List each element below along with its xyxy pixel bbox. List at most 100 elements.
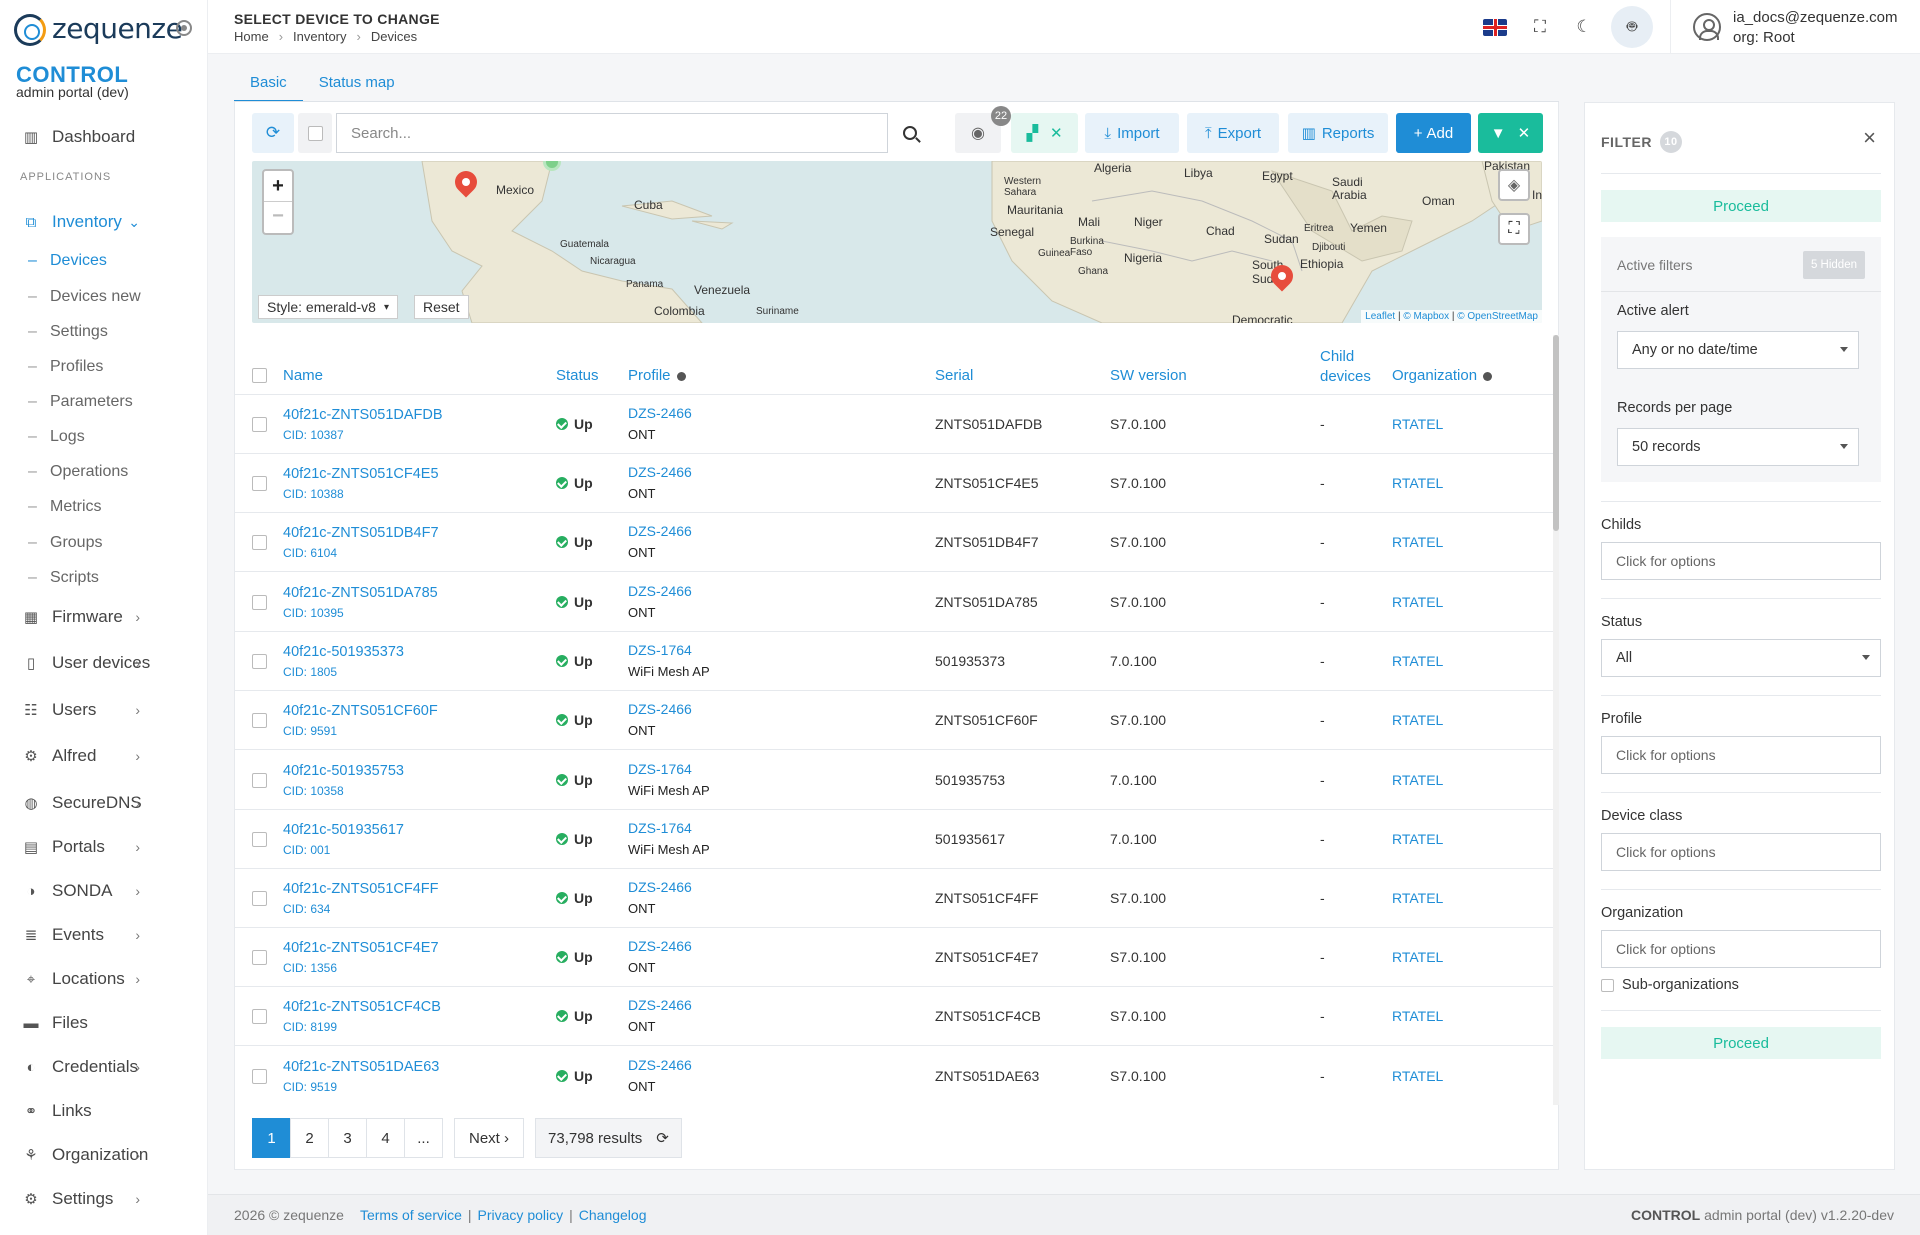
sidebar-item-user-devices[interactable]: ▯ User devices › xyxy=(0,648,208,678)
page-1-button[interactable]: 1 xyxy=(252,1118,291,1158)
device-name-link[interactable]: 40f21c-ZNTS051DAE63 xyxy=(283,1059,440,1075)
column-header-child-devices[interactable]: Child devices xyxy=(1320,348,1371,385)
sub-organizations-option[interactable]: Sub-organizations xyxy=(1601,977,1739,993)
changelog-link[interactable]: Changelog xyxy=(578,1207,647,1223)
dark-mode-moon-icon[interactable]: ☾ xyxy=(1576,17,1592,36)
profile-input[interactable]: Click for options xyxy=(1601,736,1881,774)
next-page-button[interactable]: Next › xyxy=(454,1118,525,1158)
row-checkbox[interactable] xyxy=(252,595,267,610)
organization-link[interactable]: RTATEL xyxy=(1392,653,1444,669)
import-button[interactable]: ⤓ Import xyxy=(1085,113,1179,153)
device-name-link[interactable]: 40f21c-501935373 xyxy=(283,644,404,660)
proceed-button-top[interactable]: Proceed xyxy=(1601,190,1881,222)
sidebar-item-dashboard[interactable]: ▥ Dashboard xyxy=(23,127,136,146)
profile-link[interactable]: DZS-1764 xyxy=(628,761,692,777)
sidebar-subitem-settings[interactable]: – Settings xyxy=(28,323,108,340)
reports-button[interactable]: ▥ Reports xyxy=(1288,113,1388,153)
device-cid[interactable]: CID: 001 xyxy=(283,843,331,857)
profile-link[interactable]: DZS-1764 xyxy=(628,642,692,658)
close-filter-icon[interactable]: × xyxy=(1863,125,1876,150)
device-name-link[interactable]: 40f21c-ZNTS051CF60F xyxy=(283,703,438,719)
device-cid[interactable]: CID: 9591 xyxy=(283,724,338,738)
device-cid[interactable]: CID: 8199 xyxy=(283,1020,338,1034)
profile-link[interactable]: DZS-2466 xyxy=(628,464,692,480)
sidebar-subitem-scripts[interactable]: – Scripts xyxy=(28,569,99,586)
refresh-count-icon[interactable]: ⟳ xyxy=(656,1130,669,1147)
profile-link[interactable]: DZS-2466 xyxy=(628,523,692,539)
column-header-organization[interactable]: Organization xyxy=(1392,367,1493,384)
column-header-name[interactable]: Name xyxy=(283,367,324,384)
filter-toggle-button[interactable]: ▼ ✕ xyxy=(1478,113,1543,153)
proceed-button-bottom[interactable]: Proceed xyxy=(1601,1027,1881,1059)
zoom-out-button[interactable]: − xyxy=(264,201,292,231)
row-checkbox[interactable] xyxy=(252,535,267,550)
map-fullscreen-icon[interactable]: ⛶ xyxy=(1498,213,1530,245)
organization-link[interactable]: RTATEL xyxy=(1392,712,1444,728)
row-checkbox[interactable] xyxy=(252,773,267,788)
sidebar-subitem-devices-new[interactable]: – Devices new xyxy=(28,288,141,305)
breadcrumb-home[interactable]: Home xyxy=(234,29,269,44)
active-alert-select[interactable]: Any or no date/time xyxy=(1617,331,1859,369)
table-row[interactable]: 40f21c-ZNTS051DAE63 CID: 9519 Up DZS-2466 ON… xyxy=(235,1047,1553,1105)
device-name-link[interactable]: 40f21c-ZNTS051CF4CB xyxy=(283,999,441,1015)
refresh-button[interactable]: ⟳ xyxy=(252,113,294,153)
page-2-button[interactable]: 2 xyxy=(290,1118,329,1158)
row-checkbox[interactable] xyxy=(252,417,267,432)
profile-link[interactable]: DZS-2466 xyxy=(628,1057,692,1073)
organization-link[interactable]: RTATEL xyxy=(1392,772,1444,788)
organization-link[interactable]: RTATEL xyxy=(1392,416,1444,432)
leaflet-link[interactable]: Leaflet xyxy=(1365,311,1396,322)
sidebar-item-securedns[interactable]: ◍ SecureDNS › xyxy=(0,788,208,818)
tab-status-map[interactable]: Status map xyxy=(318,74,395,91)
select-all-toggle[interactable] xyxy=(298,113,332,153)
table-row[interactable]: 40f21c-501935617 CID: 001 Up DZS-1764 WiFi M… xyxy=(235,810,1553,869)
row-checkbox[interactable] xyxy=(252,950,267,965)
sidebar-item-settings[interactable]: ⚙ Settings › xyxy=(0,1184,208,1214)
device-cid[interactable]: CID: 634 xyxy=(283,902,331,916)
scrollbar-thumb[interactable] xyxy=(1553,335,1559,531)
close-icon[interactable]: ✕ xyxy=(1517,125,1531,142)
organization-link[interactable]: RTATEL xyxy=(1392,949,1444,965)
device-name-link[interactable]: 40f21c-ZNTS051DAFDB xyxy=(283,407,443,423)
osm-link[interactable]: © OpenStreetMap xyxy=(1457,311,1538,322)
status-select[interactable]: All xyxy=(1601,639,1881,677)
column-header-sw-version[interactable]: SW version xyxy=(1110,367,1187,384)
assistant-robot-icon[interactable]: 🤖︎ xyxy=(1611,6,1653,48)
sidebar-item-firmware[interactable]: ▦ Firmware › xyxy=(23,607,140,626)
hidden-filters-badge[interactable]: 5 Hidden xyxy=(1802,251,1865,279)
profile-link[interactable]: DZS-2466 xyxy=(628,879,692,895)
organization-link[interactable]: RTATEL xyxy=(1392,1068,1444,1084)
map-reset-button[interactable]: Reset xyxy=(414,295,469,319)
sidebar-subitem-groups[interactable]: – Groups xyxy=(28,534,103,551)
row-checkbox[interactable] xyxy=(252,891,267,906)
table-row[interactable]: 40f21c-501935373 CID: 1805 Up DZS-1764 WiFi … xyxy=(235,632,1553,691)
search-button[interactable] xyxy=(888,113,932,153)
table-row[interactable]: 40f21c-ZNTS051CF4E7 CID: 1356 Up DZS-2466 ON… xyxy=(235,928,1553,987)
row-checkbox[interactable] xyxy=(252,713,267,728)
sidebar-subitem-metrics[interactable]: – Metrics xyxy=(28,498,102,515)
table-row[interactable]: 40f21c-ZNTS051CF4E5 CID: 10388 Up DZS-2466 O… xyxy=(235,454,1553,513)
sidebar-subitem-profiles[interactable]: – Profiles xyxy=(28,358,104,375)
row-checkbox[interactable] xyxy=(252,832,267,847)
sidebar-item-links[interactable]: ⚭ Links xyxy=(0,1096,208,1126)
device-name-link[interactable]: 40f21c-ZNTS051CF4E7 xyxy=(283,940,439,956)
tab-basic[interactable]: Basic xyxy=(234,72,303,102)
device-cid[interactable]: CID: 1805 xyxy=(283,665,338,679)
device-class-input[interactable]: Click for options xyxy=(1601,833,1881,871)
page-ellipsis[interactable]: ... xyxy=(404,1118,443,1158)
language-flag-icon[interactable] xyxy=(1479,12,1511,42)
export-button[interactable]: ⤒ Export xyxy=(1187,113,1279,153)
sidebar-item-files[interactable]: ▬ Files xyxy=(23,1013,88,1032)
page-3-button[interactable]: 3 xyxy=(328,1118,367,1158)
search-input[interactable] xyxy=(337,114,887,152)
organization-link[interactable]: RTATEL xyxy=(1392,594,1444,610)
organization-input[interactable]: Click for options xyxy=(1601,930,1881,968)
sidebar-item-portals[interactable]: ▤ Portals › xyxy=(23,837,140,856)
status-map[interactable]: Mexico Cuba Guatemala Nicaragua Panama V… xyxy=(252,161,1542,323)
profile-link[interactable]: DZS-1764 xyxy=(628,820,692,836)
row-checkbox[interactable] xyxy=(252,1069,267,1084)
breadcrumb-inventory[interactable]: Inventory xyxy=(293,29,347,44)
sidebar-subitem-parameters[interactable]: – Parameters xyxy=(28,393,133,410)
fullscreen-icon[interactable]: ⛶ xyxy=(1534,17,1546,36)
row-checkbox[interactable] xyxy=(252,654,267,669)
